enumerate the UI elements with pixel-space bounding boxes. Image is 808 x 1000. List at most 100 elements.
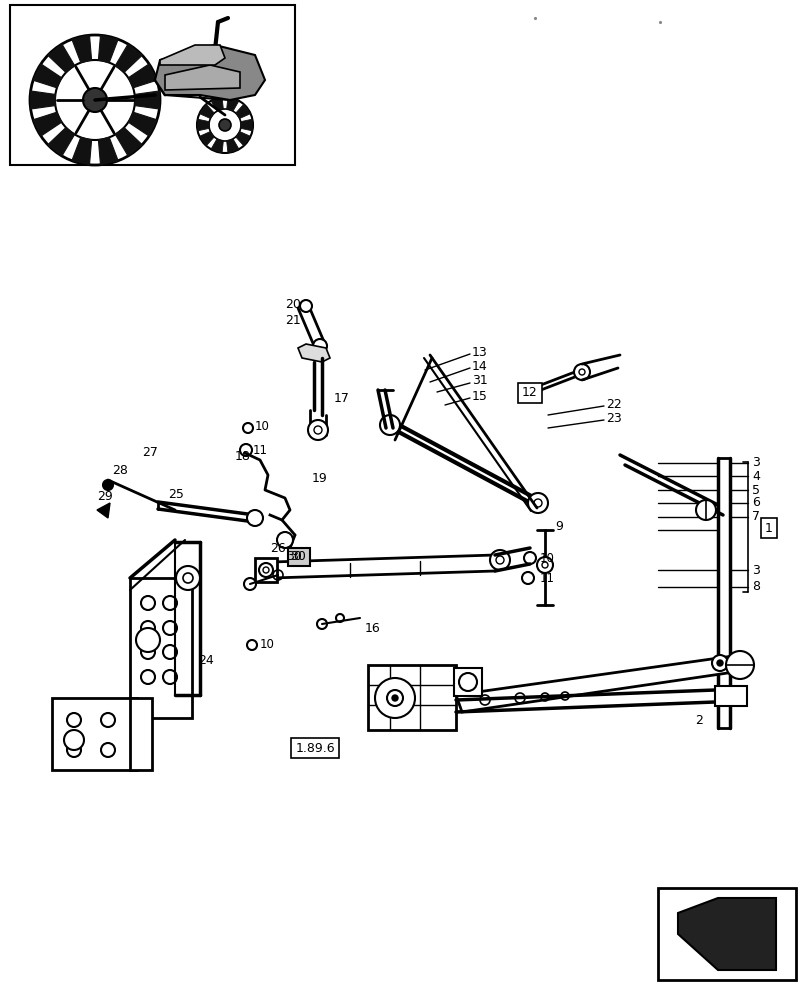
Polygon shape bbox=[298, 344, 330, 362]
Text: 10: 10 bbox=[260, 639, 275, 652]
Circle shape bbox=[30, 35, 160, 165]
Text: 24: 24 bbox=[198, 654, 214, 666]
Text: 1.89.6: 1.89.6 bbox=[295, 742, 335, 754]
Circle shape bbox=[163, 621, 177, 635]
Circle shape bbox=[537, 557, 553, 573]
Polygon shape bbox=[48, 127, 74, 156]
Text: 8: 8 bbox=[752, 580, 760, 593]
Polygon shape bbox=[135, 91, 159, 109]
Circle shape bbox=[83, 88, 107, 112]
Text: 14: 14 bbox=[472, 360, 488, 372]
Bar bbox=[10, 5, 295, 165]
Text: 10: 10 bbox=[540, 552, 555, 564]
Bar bbox=[130, 578, 192, 718]
Polygon shape bbox=[678, 898, 776, 970]
Circle shape bbox=[101, 743, 115, 757]
Polygon shape bbox=[241, 119, 252, 131]
Bar bbox=[368, 665, 456, 730]
Bar bbox=[454, 668, 482, 696]
Circle shape bbox=[101, 713, 115, 727]
Circle shape bbox=[490, 550, 510, 570]
Circle shape bbox=[528, 493, 548, 513]
Circle shape bbox=[209, 109, 241, 141]
Circle shape bbox=[387, 690, 403, 706]
Text: 26: 26 bbox=[270, 542, 286, 554]
Polygon shape bbox=[33, 112, 61, 136]
Polygon shape bbox=[198, 119, 209, 131]
Text: 11: 11 bbox=[540, 572, 555, 584]
Text: 21: 21 bbox=[285, 314, 301, 326]
Polygon shape bbox=[99, 137, 118, 165]
Circle shape bbox=[522, 572, 534, 584]
Circle shape bbox=[317, 619, 327, 629]
Text: 16: 16 bbox=[365, 621, 381, 635]
Circle shape bbox=[67, 713, 81, 727]
Text: 1: 1 bbox=[765, 522, 773, 534]
Polygon shape bbox=[211, 139, 223, 153]
Text: 20: 20 bbox=[285, 298, 301, 310]
Circle shape bbox=[163, 645, 177, 659]
Text: 5: 5 bbox=[752, 484, 760, 496]
Circle shape bbox=[141, 670, 155, 684]
Circle shape bbox=[240, 444, 252, 456]
Circle shape bbox=[141, 621, 155, 635]
Circle shape bbox=[243, 423, 253, 433]
Circle shape bbox=[244, 578, 256, 590]
Circle shape bbox=[375, 678, 415, 718]
Text: 11: 11 bbox=[253, 444, 268, 456]
Text: 22: 22 bbox=[606, 397, 621, 410]
Circle shape bbox=[247, 510, 263, 526]
Bar bbox=[130, 698, 152, 770]
Circle shape bbox=[524, 552, 536, 564]
Circle shape bbox=[392, 695, 398, 701]
Circle shape bbox=[176, 566, 200, 590]
Bar bbox=[658, 888, 796, 980]
Text: 17: 17 bbox=[334, 391, 350, 404]
Polygon shape bbox=[227, 139, 239, 153]
Circle shape bbox=[308, 420, 328, 440]
Circle shape bbox=[67, 743, 81, 757]
Text: 2: 2 bbox=[695, 714, 703, 726]
Circle shape bbox=[696, 500, 716, 520]
Polygon shape bbox=[236, 132, 250, 146]
Text: 4: 4 bbox=[752, 470, 760, 483]
Circle shape bbox=[259, 563, 273, 577]
Polygon shape bbox=[72, 35, 91, 63]
Text: 25: 25 bbox=[168, 488, 184, 502]
Text: 18: 18 bbox=[235, 450, 250, 464]
Text: 30: 30 bbox=[290, 550, 306, 562]
Text: 13: 13 bbox=[472, 346, 488, 359]
Polygon shape bbox=[456, 655, 748, 712]
Bar bbox=[255, 558, 277, 582]
Circle shape bbox=[141, 596, 155, 610]
Circle shape bbox=[380, 415, 400, 435]
Polygon shape bbox=[48, 44, 74, 73]
Text: 19: 19 bbox=[312, 472, 328, 485]
Circle shape bbox=[247, 640, 257, 650]
Circle shape bbox=[717, 660, 723, 666]
Bar bbox=[288, 548, 310, 566]
Text: 3: 3 bbox=[752, 564, 760, 576]
Polygon shape bbox=[33, 64, 61, 88]
Circle shape bbox=[219, 119, 231, 131]
Text: 12: 12 bbox=[522, 386, 538, 399]
Text: 31: 31 bbox=[472, 374, 488, 387]
Circle shape bbox=[300, 300, 312, 312]
Polygon shape bbox=[31, 91, 56, 109]
Polygon shape bbox=[160, 45, 225, 65]
Circle shape bbox=[459, 673, 477, 691]
Text: 29: 29 bbox=[97, 490, 113, 504]
Circle shape bbox=[574, 364, 590, 380]
Text: 7: 7 bbox=[752, 510, 760, 524]
Bar bbox=[715, 686, 747, 706]
Circle shape bbox=[277, 532, 293, 548]
Circle shape bbox=[136, 628, 160, 652]
Circle shape bbox=[55, 60, 135, 140]
Polygon shape bbox=[211, 97, 223, 111]
Text: 6: 6 bbox=[752, 496, 760, 510]
Circle shape bbox=[103, 480, 113, 490]
Circle shape bbox=[64, 730, 84, 750]
Polygon shape bbox=[116, 44, 142, 73]
Polygon shape bbox=[72, 137, 91, 165]
Text: 9: 9 bbox=[555, 520, 563, 534]
